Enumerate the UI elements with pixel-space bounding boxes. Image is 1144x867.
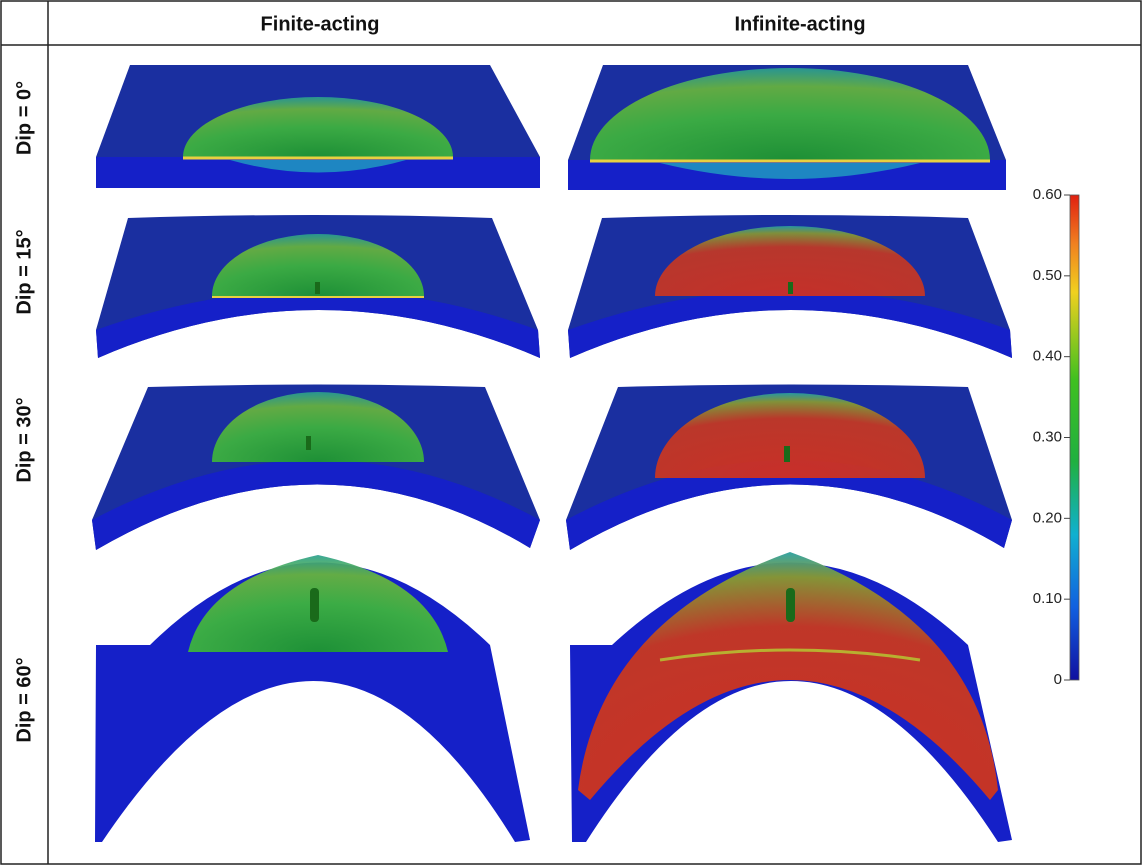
colorbar-tick-label: 0.60 <box>1033 186 1062 203</box>
row-label: Dip = 30° <box>13 397 35 482</box>
model-render <box>96 215 1012 358</box>
column-header: Infinite-acting <box>734 13 865 35</box>
row-label: Dip = 60° <box>13 657 35 742</box>
row-label: Dip = 15° <box>13 229 35 314</box>
colorbar-tick-label: 0.10 <box>1033 590 1062 607</box>
row-label: Dip = 0° <box>13 81 35 155</box>
model-render <box>96 65 1006 190</box>
colorbar-tick-label: 0.40 <box>1033 348 1062 365</box>
colorbar-tick-label: 0.50 <box>1033 267 1062 284</box>
colorbar <box>1069 194 1080 681</box>
colorbar-tick-label: 0 <box>1054 671 1062 688</box>
colorbar-tick-label: 0.20 <box>1033 509 1062 526</box>
colorbar-tick-label: 0.30 <box>1033 428 1062 445</box>
column-header: Finite-acting <box>261 13 380 35</box>
model-render <box>92 384 1012 550</box>
model-render <box>95 552 1012 842</box>
